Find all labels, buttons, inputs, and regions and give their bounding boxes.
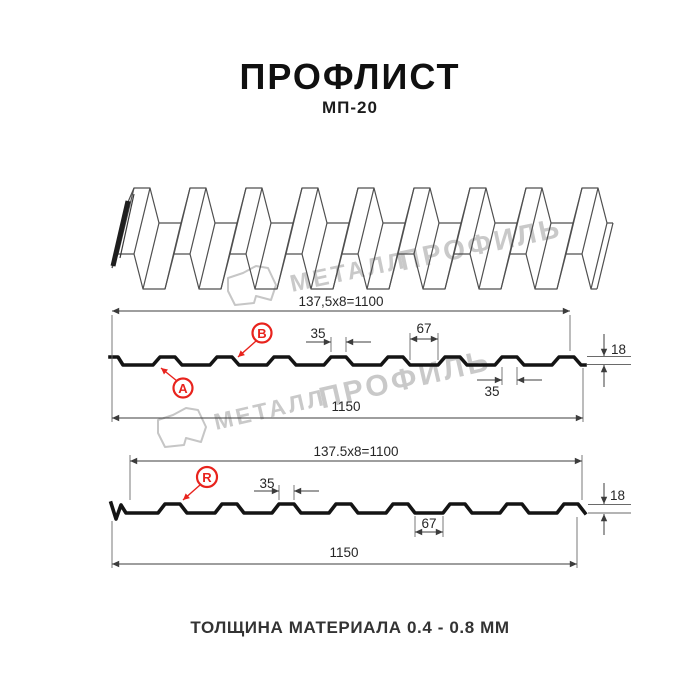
dim-profile-height-value: 18: [610, 488, 625, 503]
page-subtitle: МП-20: [322, 98, 378, 117]
brand-logo-icon: [227, 265, 277, 306]
dim-module-width-value: 137,5x8=1100: [299, 294, 384, 309]
section-a-drawing: 137,5x8=1100 35 67: [108, 294, 631, 422]
brand-logo-icon: [157, 407, 207, 448]
dim-module-width: 137,5x8=1100: [111, 294, 571, 422]
profile-r-outline: [108, 500, 588, 521]
watermark-word-1: МЕТАЛЛ: [211, 384, 328, 435]
side-b-label: B: [237, 322, 273, 358]
profile-a-outline: [108, 355, 587, 367]
dim-overall-width: 1150: [112, 368, 584, 422]
material-thickness-caption: ТОЛЩИНА МАТЕРИАЛА 0.4 - 0.8 ММ: [190, 618, 510, 637]
dim-valley-width-value: 67: [421, 516, 436, 531]
page-title: ПРОФЛИСТ: [239, 56, 461, 97]
sheet-cut-edge-line: [119, 193, 135, 259]
dim-profile-height: 18: [587, 334, 631, 387]
dim-crest-width-underside: 35: [477, 367, 542, 399]
dim-valley-width-value: 67: [416, 321, 431, 336]
dim-valley-width: 67: [414, 516, 444, 537]
side-b-letter: B: [257, 326, 266, 341]
corrugated-sheet-3d-view: [111, 187, 614, 290]
dim-overall-width: 1150: [111, 517, 578, 568]
dim-profile-height: 18: [588, 483, 631, 535]
dim-overall-width-value: 1150: [329, 545, 358, 560]
dim-overall-width-value: 1150: [331, 399, 360, 414]
section-r-drawing: 137.5x8=1100 35 67: [108, 444, 631, 568]
dim-crest-underside-value: 35: [484, 384, 499, 399]
dim-profile-height-value: 18: [611, 342, 626, 357]
side-r-label: R: [182, 465, 219, 501]
dim-crest-width-value: 35: [259, 476, 274, 491]
dim-module-width: 137.5x8=1100: [129, 444, 583, 500]
dim-module-width-value: 137.5x8=1100: [314, 444, 399, 459]
side-a-label: A: [160, 367, 194, 399]
side-r-letter: R: [202, 470, 212, 485]
sheet-cut-edge: [110, 200, 131, 267]
side-a-letter: A: [178, 381, 188, 396]
dim-crest-width: 35: [254, 476, 319, 500]
dim-valley-width: 67: [409, 321, 439, 360]
dim-crest-width-value: 35: [310, 326, 325, 341]
dim-crest-width: 35: [306, 326, 371, 352]
